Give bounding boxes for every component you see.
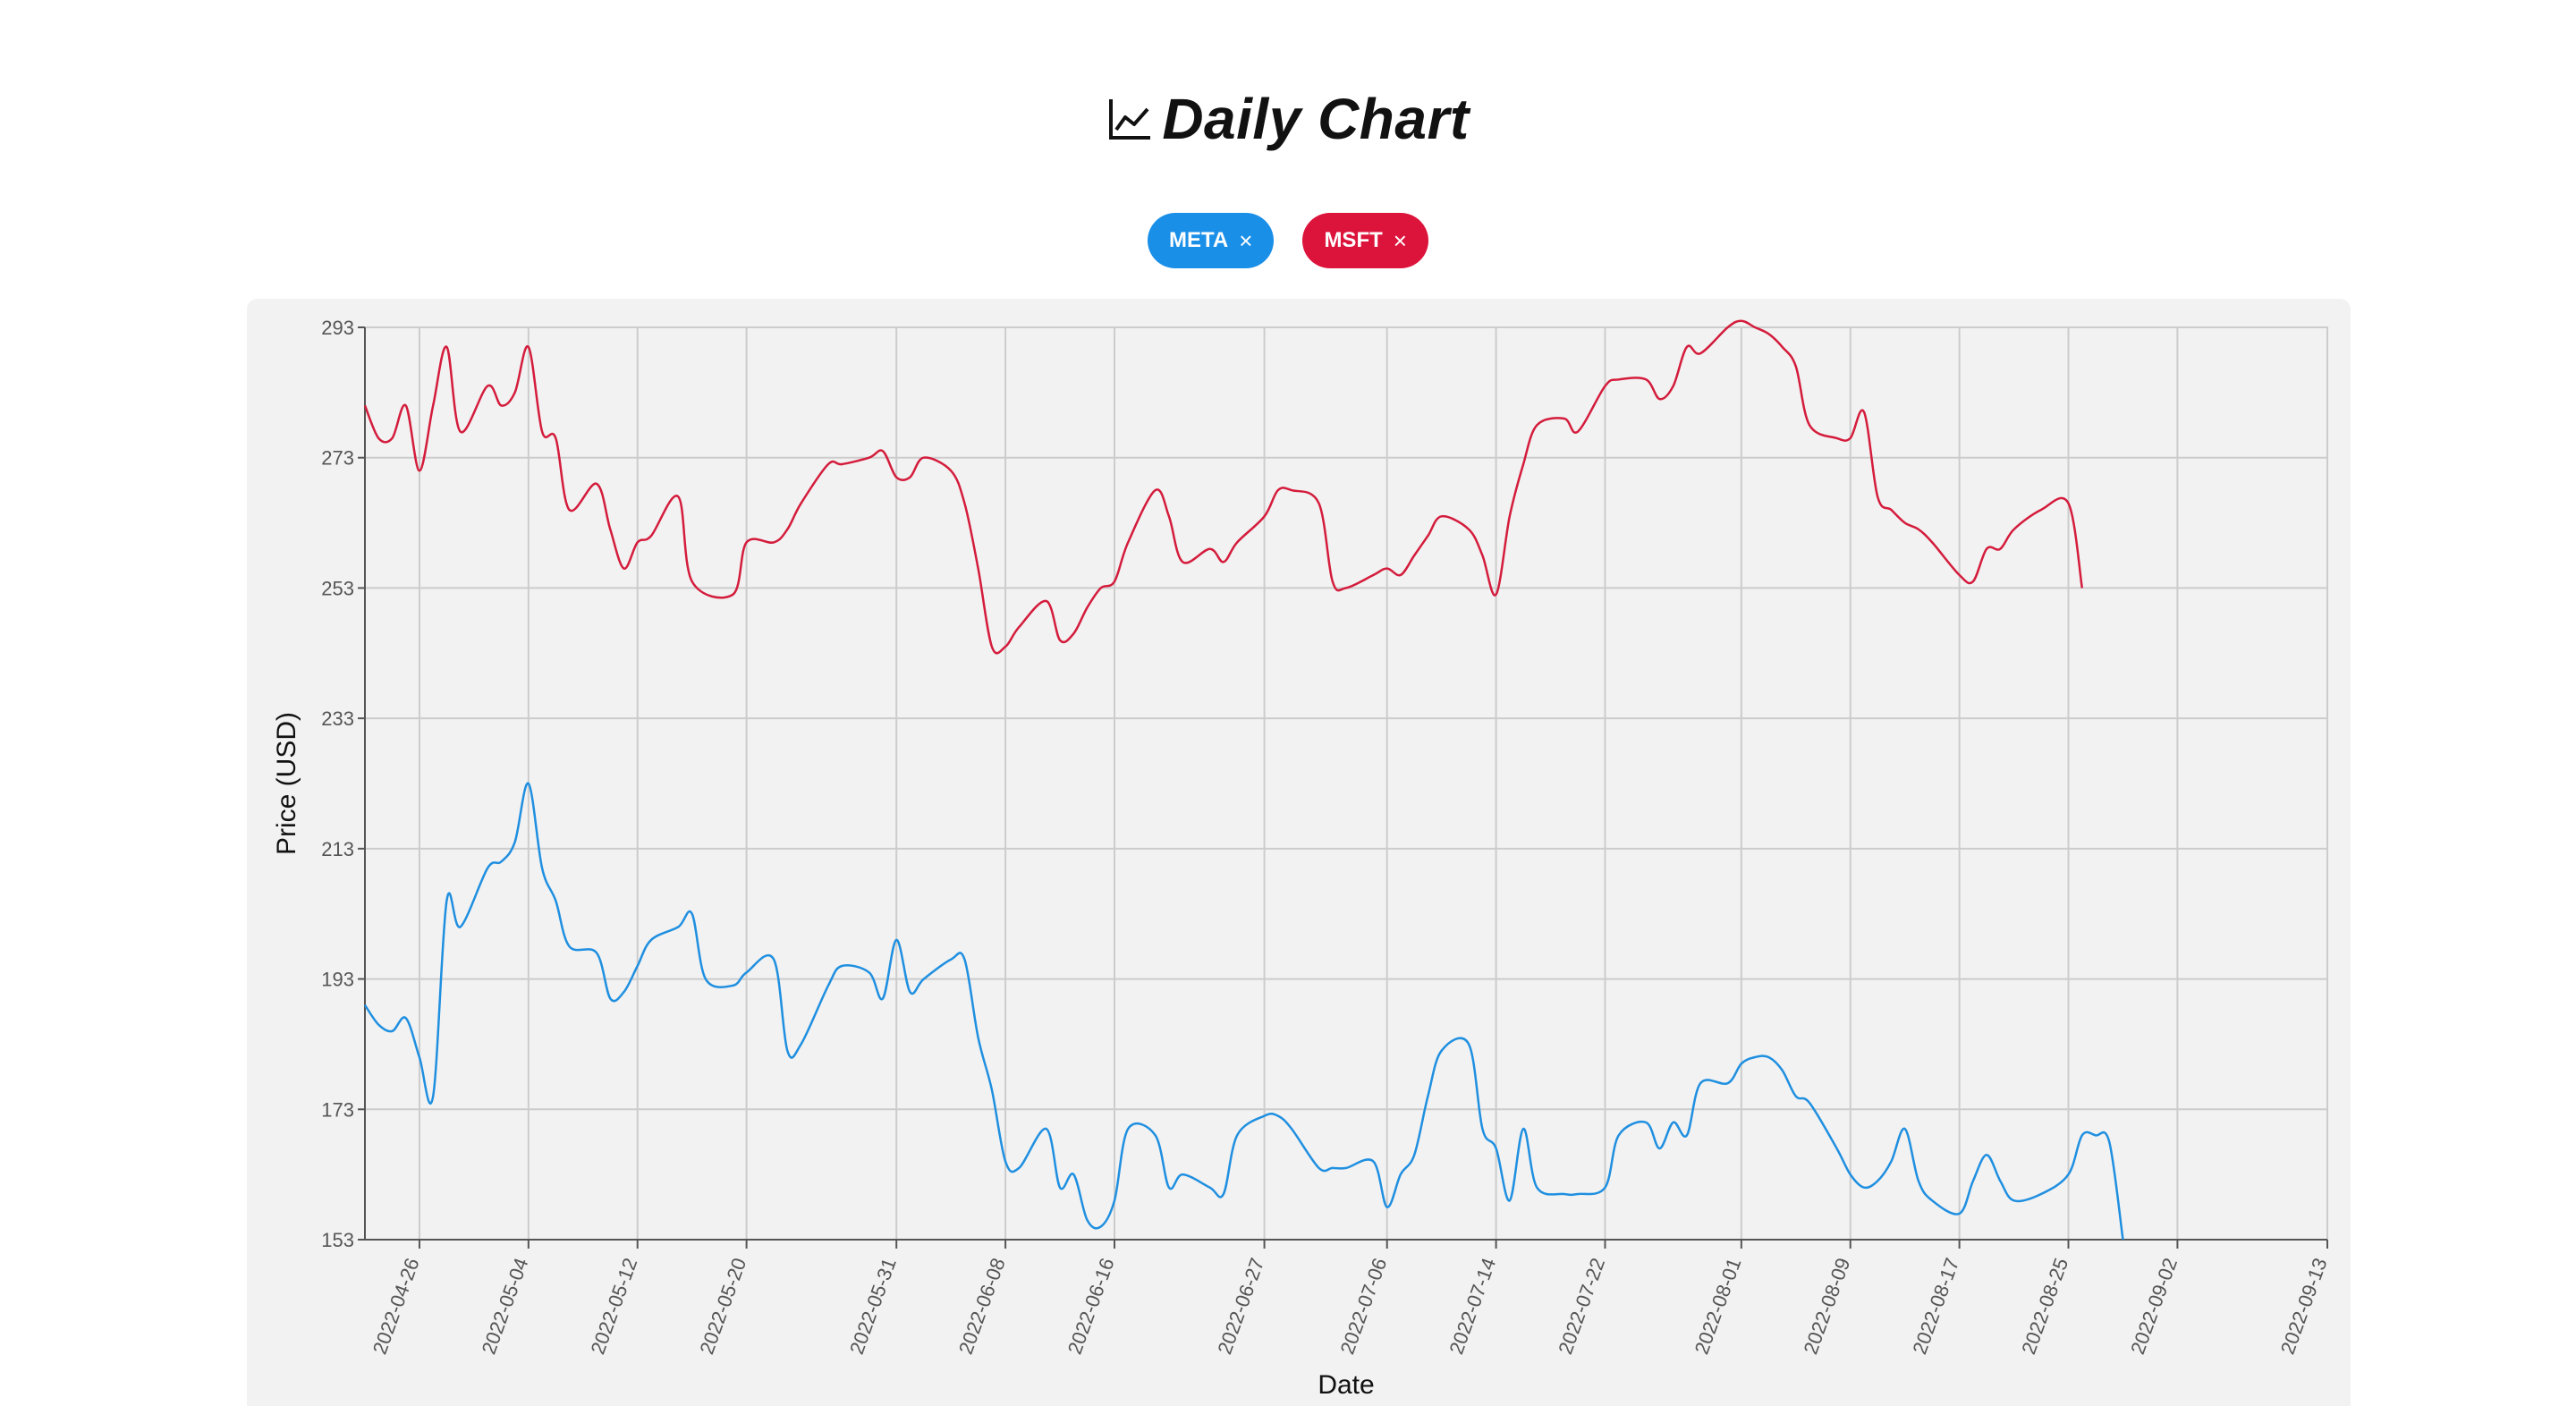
- ticker-chip-label: META: [1169, 228, 1229, 252]
- ticker-chip-label: MSFT: [1324, 228, 1383, 252]
- x-tick-label: 2022-08-17: [1908, 1255, 1963, 1357]
- y-tick-label: 213: [321, 838, 354, 860]
- x-tick-label: 2022-05-20: [695, 1255, 750, 1357]
- x-tick-label: 2022-05-12: [586, 1255, 641, 1357]
- y-tick-label: 233: [321, 707, 354, 730]
- x-tick-label: 2022-06-16: [1063, 1255, 1119, 1357]
- y-axis-title: Price (USD): [272, 712, 301, 855]
- y-tick-label: 153: [321, 1229, 354, 1251]
- series-line-msft: [363, 319, 2084, 655]
- y-tick-label: 193: [321, 969, 354, 991]
- x-axis-title: Date: [1318, 1370, 1374, 1400]
- x-tick-label: 2022-07-06: [1335, 1255, 1391, 1357]
- series-line-meta: [363, 782, 2124, 1241]
- ticker-chip-meta[interactable]: META ×: [1148, 213, 1275, 268]
- y-tick-label: 173: [321, 1098, 354, 1121]
- y-tick-label: 293: [321, 317, 354, 339]
- x-tick-label: 2022-06-08: [954, 1255, 1010, 1357]
- x-tick-label: 2022-04-26: [369, 1255, 424, 1357]
- y-tick-label: 253: [321, 577, 354, 599]
- line-chart-icon: [1109, 99, 1151, 140]
- chart-title-row: Daily Chart: [0, 86, 2576, 152]
- price-line-chart: 153 173 193 213 233 253 273 293 2022-04-26 2022-0…: [272, 317, 2332, 1400]
- x-tick-label: 2022-09-02: [2126, 1255, 2182, 1357]
- page-title: Daily Chart: [1162, 87, 1470, 151]
- chart-panel: 153 173 193 213 233 253 273 293 2022-04-26 2022-0…: [247, 299, 2351, 1406]
- close-icon[interactable]: ×: [1239, 226, 1253, 254]
- x-tick-label: 2022-07-14: [1445, 1255, 1500, 1357]
- ticker-chip-msft[interactable]: MSFT ×: [1302, 213, 1428, 268]
- x-tick-label: 2022-07-22: [1554, 1255, 1609, 1357]
- x-tick-label: 2022-05-04: [478, 1255, 533, 1357]
- x-tick-label: 2022-08-01: [1690, 1255, 1746, 1357]
- x-tick-label: 2022-06-27: [1213, 1255, 1268, 1357]
- y-tick-label: 273: [321, 447, 354, 470]
- x-tick-label: 2022-08-09: [1799, 1255, 1854, 1357]
- x-tick-label: 2022-05-31: [845, 1255, 901, 1357]
- x-tick-label: 2022-09-13: [2276, 1255, 2332, 1357]
- plot-frame: [364, 326, 2328, 1241]
- ticker-chip-list: META × MSFT ×: [0, 213, 2576, 268]
- x-tick-label: 2022-08-25: [2017, 1255, 2072, 1357]
- close-icon[interactable]: ×: [1393, 226, 1407, 254]
